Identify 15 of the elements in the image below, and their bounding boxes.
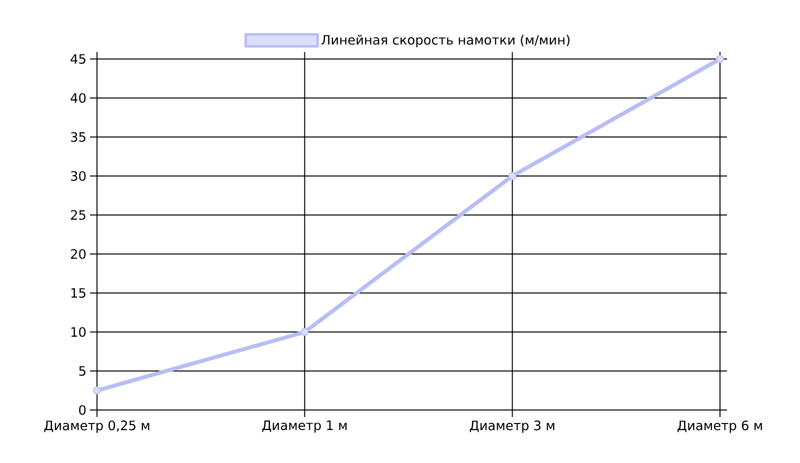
y-tick-label: 30 <box>70 171 86 181</box>
x-tick-label: Диаметр 6 м <box>678 420 762 433</box>
y-tick-label: 10 <box>71 327 86 337</box>
y-tick-label: 40 <box>70 93 86 103</box>
y-tick-label: 5 <box>79 366 86 376</box>
text: Линейная скорость намотки (м/мин) <box>321 34 570 48</box>
x-tick-label: Диаметр 0,25 м <box>44 420 150 433</box>
y-tick-label: 45 <box>70 54 86 64</box>
y-tick-label: 35 <box>70 132 86 142</box>
y-tick-label: 20 <box>70 249 86 259</box>
y-tick-label: 15 <box>71 288 86 298</box>
x-tick-label: Диаметр 3 м <box>470 420 554 433</box>
y-tick-label: 0 <box>79 405 86 415</box>
y-tick-label: 25 <box>70 210 86 220</box>
x-tick-label: Диаметр 1 м <box>262 420 347 433</box>
